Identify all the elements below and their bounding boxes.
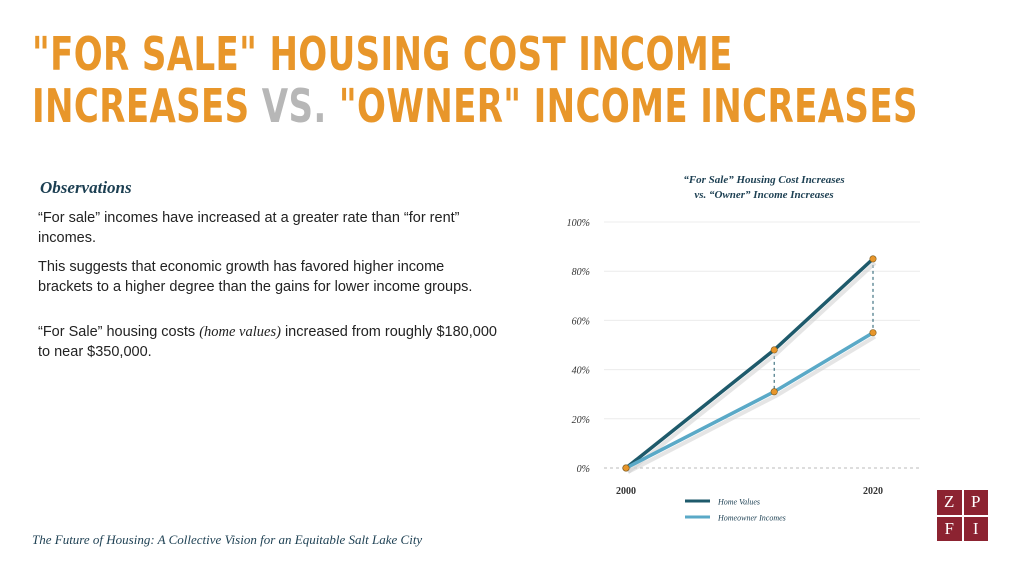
footer-caption: The Future of Housing: A Collective Visi…	[32, 532, 423, 547]
home-values-line	[624, 257, 875, 470]
y-tick-label: 60%	[572, 316, 590, 327]
series-shadow	[626, 261, 877, 474]
logo-letter-f: F	[937, 516, 962, 541]
title-line-1: "FOR SALE" HOUSING COST INCOME	[32, 27, 733, 81]
title-line-2a: INCREASES	[32, 79, 262, 133]
legend-label: Homeowner Incomes	[717, 514, 786, 523]
chart-title: “For Sale” Housing Cost Increases vs. “O…	[610, 173, 918, 203]
observations-heading: Observations	[40, 178, 132, 197]
y-tick-label: 80%	[572, 267, 590, 278]
y-tick-label: 100%	[567, 218, 590, 229]
homeowner-incomes-point	[622, 464, 630, 472]
observation-p3-emphasis: (home values)	[199, 324, 281, 340]
observation-paragraph-1: “For sale” incomes have increased at a g…	[38, 210, 460, 246]
title-vs: VS.	[261, 79, 327, 133]
homeowner-incomes-point	[869, 329, 877, 337]
home-values-point	[869, 255, 877, 263]
page-title: "FOR SALE" HOUSING COST INCOME INCREASES…	[32, 27, 917, 133]
observation-paragraph-2: This suggests that economic growth has f…	[38, 259, 473, 295]
homeowner-incomes-point	[770, 388, 778, 396]
zpfi-logo: Z P F I	[937, 490, 988, 541]
logo-letter-i: I	[963, 516, 988, 541]
chart-title-line-1: “For Sale” Housing Cost Increases	[683, 174, 845, 186]
home-values-point	[770, 346, 778, 354]
x-tick-label: 2000	[616, 486, 636, 497]
y-tick-label: 40%	[572, 366, 590, 377]
logo-letter-z: Z	[937, 490, 962, 515]
logo-letter-p: P	[963, 490, 988, 515]
observation-p3-end: increased from roughly $180,000 to near …	[38, 324, 497, 360]
line-chart: 0% 20% 40% 60% 80% 100% 2000 2020 Home Values Hom…	[567, 218, 920, 523]
observation-p3-start: “For Sale” housing costs	[38, 324, 200, 340]
homeowner-incomes-line	[625, 331, 874, 470]
y-tick-label: 0%	[577, 464, 590, 475]
y-tick-label: 20%	[572, 415, 590, 426]
observation-paragraph-3: “For Sale” housing costs (home values) i…	[38, 322, 498, 362]
series-shadow	[627, 334, 877, 474]
legend-label: Home Values	[717, 498, 760, 507]
chart-title-line-2: vs. “Owner” Income Increases	[694, 189, 834, 201]
x-tick-label: 2020	[863, 486, 883, 497]
title-line-2b: "OWNER" INCOME INCREASES	[326, 79, 918, 133]
